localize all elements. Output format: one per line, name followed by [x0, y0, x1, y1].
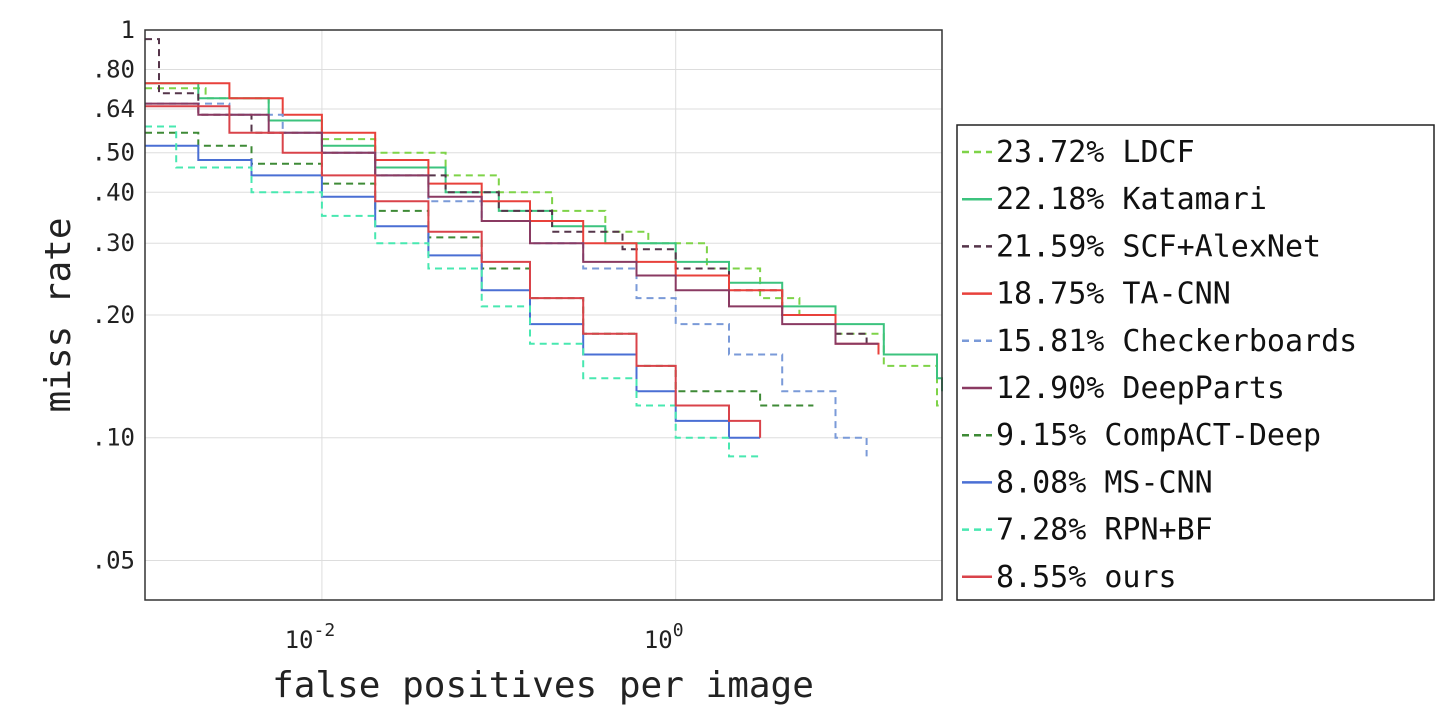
- legend-box: [956, 124, 1435, 601]
- grid: [145, 29, 942, 600]
- y-axis-label: miss rate: [38, 217, 79, 412]
- series-line-8: [145, 125, 761, 458]
- legend: 23.72% LDCF 22.18% Katamari 21.59% SCF+Ale…: [956, 124, 1435, 601]
- legend-label: 21.59% SCF+AlexNet: [996, 229, 1321, 264]
- legend-label: 8.55% ours: [996, 560, 1177, 595]
- legend-label: 23.72% LDCF: [996, 135, 1195, 170]
- legend-label: 12.90% DeepParts: [996, 371, 1285, 406]
- legend-label: 7.28% RPN+BF: [996, 513, 1213, 548]
- y-tick-label: 1: [121, 16, 135, 44]
- y-tick-label: .20: [92, 301, 135, 329]
- y-tick-label: .50: [92, 139, 135, 167]
- series-line-0: [145, 87, 942, 407]
- x-ticks: 10-2 100: [285, 620, 684, 654]
- y-tick-label: .80: [92, 56, 135, 84]
- y-tick-label: .64: [92, 95, 135, 123]
- legend-label: 18.75% TA-CNN: [996, 277, 1231, 312]
- legend-label: 9.15% CompACT-Deep: [996, 418, 1321, 453]
- y-ticks: 1 .80 .64 .50 .40 .30 .20 .10 .05: [92, 16, 135, 574]
- y-tick-label: .05: [92, 546, 135, 574]
- series-line-9: [145, 105, 762, 438]
- legend-label: 8.08% MS-CNN: [996, 465, 1213, 500]
- legend-label: 22.18% Katamari: [996, 182, 1267, 217]
- x-axis-label: false positives per image: [272, 665, 814, 706]
- series-line-5: [145, 102, 879, 345]
- plot-frame: [144, 29, 943, 601]
- legend-label: 15.81% Checkerboards: [996, 324, 1357, 359]
- y-tick-label: .40: [92, 178, 135, 206]
- x-tick-label: 100: [644, 620, 684, 654]
- y-tick-label: .10: [92, 424, 135, 452]
- x-tick-label: 10-2: [285, 620, 336, 654]
- series-layer: [145, 38, 943, 458]
- y-tick-label: .30: [92, 229, 135, 257]
